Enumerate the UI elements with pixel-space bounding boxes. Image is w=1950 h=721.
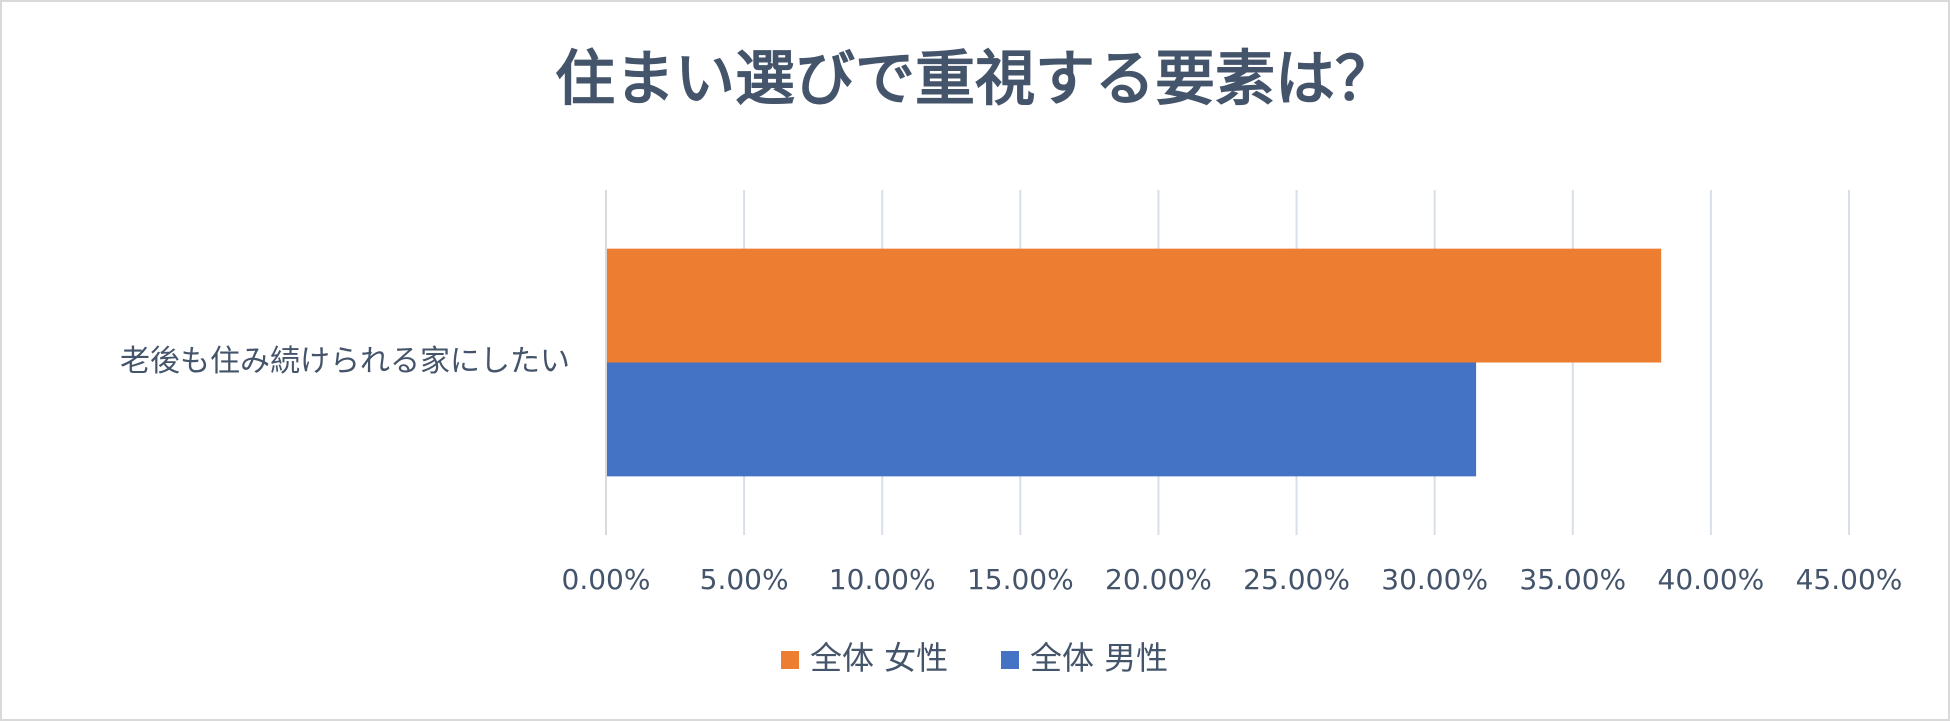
- legend-swatch: [1001, 651, 1019, 669]
- bar: [606, 248, 1662, 363]
- chart-title: 住まい選びで重視する要素は？: [555, 45, 1395, 115]
- legend-swatch: [781, 651, 799, 669]
- x-tick-label: 35.00%: [1519, 563, 1626, 596]
- x-tick-label: 0.00%: [562, 563, 651, 596]
- bar: [606, 362, 1477, 477]
- x-tick-label: 20.00%: [1105, 563, 1212, 596]
- legend-label: 全体 男性: [1030, 639, 1168, 677]
- x-tick-label: 15.00%: [967, 563, 1074, 596]
- x-tick-label: 30.00%: [1381, 563, 1488, 596]
- x-tick-label: 40.00%: [1658, 563, 1765, 596]
- x-tick-label: 5.00%: [700, 563, 789, 596]
- x-tick-label: 10.00%: [829, 563, 936, 596]
- y-tick-label: 老後も住み続けられる家にしたい: [120, 344, 570, 379]
- legend-label: 全体 女性: [810, 639, 948, 677]
- x-tick-label: 25.00%: [1243, 563, 1350, 596]
- x-tick-label: 45.00%: [1796, 563, 1903, 596]
